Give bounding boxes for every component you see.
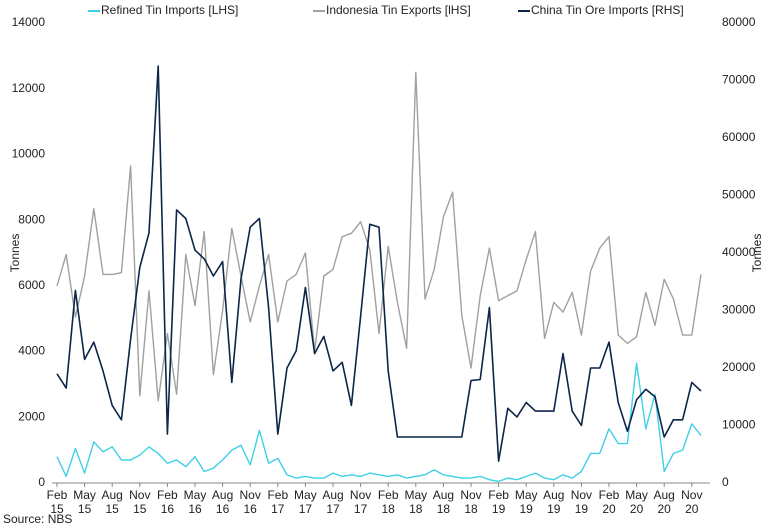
x-tick-label: Nov 20	[681, 488, 703, 516]
y-tick-label: 10000	[12, 147, 46, 161]
series-line	[56, 71, 702, 402]
y-axis-label: Tonnes	[8, 234, 22, 273]
x-tick-label: Nov 19	[570, 488, 593, 516]
y-tick-label: 14000	[12, 15, 46, 29]
x-tick-label: Aug 17	[322, 488, 344, 516]
legend-label: China Tin Ore Imports [RHS]	[531, 3, 684, 17]
series-line	[56, 362, 702, 483]
x-tick-label: Nov 18	[460, 488, 482, 516]
x-tick-label: Aug 16	[211, 488, 234, 516]
source: Source: NBS	[3, 512, 72, 526]
x-tick-label: Feb 16	[157, 488, 178, 516]
y2-tick-label: 60000	[722, 130, 756, 144]
y2-tick-label: 20000	[722, 360, 756, 374]
y-tick-label: 6000	[18, 278, 45, 292]
x-tick-label: Nov 15	[129, 488, 151, 516]
y2-tick-label: 30000	[722, 303, 756, 317]
legend-label: Refined Tin Imports [LHS]	[101, 3, 238, 17]
x-tick-label: Feb 17	[267, 488, 289, 516]
y2-tick-label: 10000	[722, 418, 756, 432]
x-tick-label: Feb 20	[598, 488, 620, 516]
x-tick-label: May 15	[73, 488, 96, 516]
x-tick-label: Nov 16	[239, 488, 261, 516]
y2-tick-label: 70000	[722, 73, 756, 87]
x-tick-label: May 17	[294, 488, 317, 516]
x-tick-label: Nov 17	[349, 488, 372, 516]
y2-tick-label: 0	[722, 475, 729, 489]
y-tick-label: 0	[38, 475, 45, 489]
y-tick-label: 2000	[18, 409, 45, 423]
x-tick-label: May 20	[625, 488, 648, 516]
y2-tick-label: 80000	[722, 15, 756, 29]
y2-tick-label: 40000	[722, 245, 756, 259]
y2-tick-label: 50000	[722, 188, 756, 202]
y-tick-label: 12000	[12, 81, 46, 95]
y-tick-label: 4000	[18, 344, 45, 358]
y2-axis-label: Tonnes	[750, 234, 764, 273]
y-tick-label: 8000	[18, 212, 45, 226]
x-tick-label: Aug 20	[653, 488, 675, 516]
x-tick-label: Aug 15	[101, 488, 123, 516]
legend-label: Indonesia Tin Exports [lHS]	[326, 3, 471, 17]
x-tick-label: May 16	[183, 488, 207, 516]
x-tick-label: Feb 15	[46, 488, 68, 516]
x-tick-label: Aug 18	[432, 488, 455, 516]
x-tick-label: Aug 19	[543, 488, 565, 516]
x-tick-label: Feb 19	[488, 488, 509, 516]
x-tick-label: May 18	[404, 488, 428, 516]
x-tick-label: Feb 18	[377, 488, 399, 516]
series-line	[56, 65, 702, 462]
x-tick-label: May 19	[514, 488, 538, 516]
